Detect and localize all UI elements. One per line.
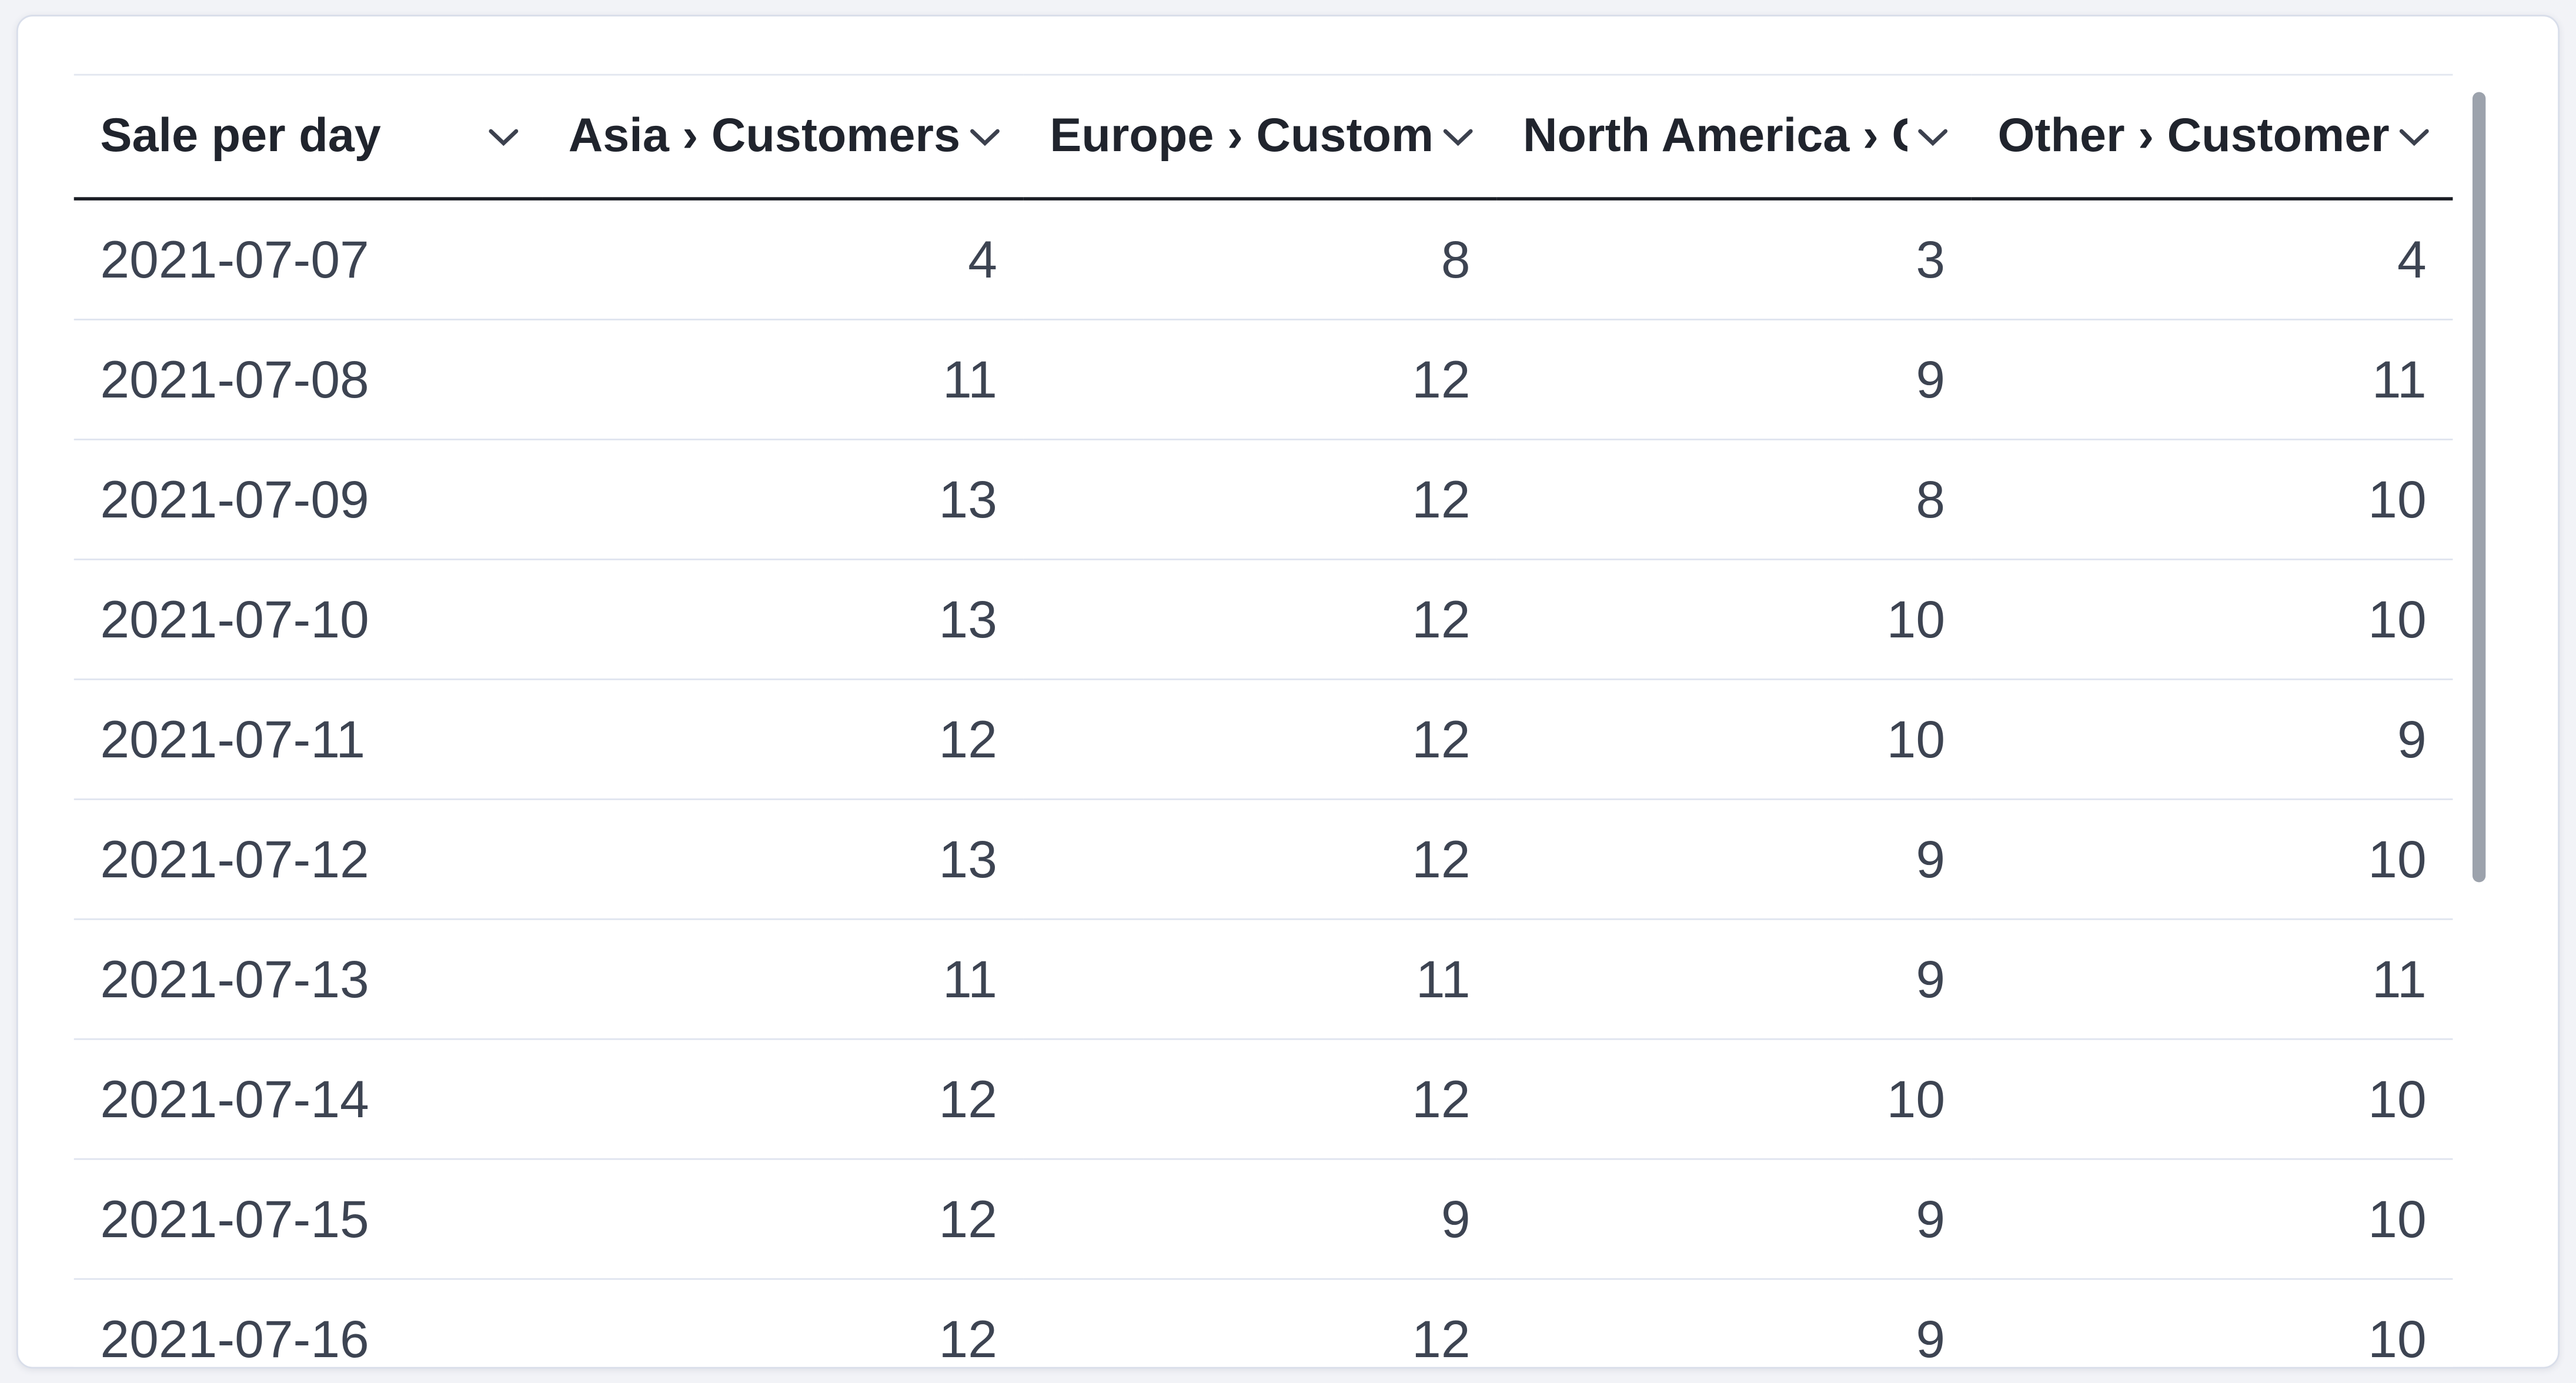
chevron-down-icon [1918,128,1948,145]
column-header-europe-customers[interactable]: Europe › Customers [1023,74,1497,201]
table-row: 2021-07-10 13 12 10 10 [73,558,2453,680]
table-cell[interactable]: 4 [542,198,1024,320]
table-cell[interactable]: 10 [1496,558,1972,680]
column-header-inner: Europe › Customers [1050,109,1474,163]
table-cell[interactable]: 12 [542,678,1024,800]
table-cell[interactable]: 2021-07-08 [73,319,543,440]
table-cell[interactable]: 9 [1496,1278,1972,1367]
table-body: 2021-07-07 4 8 3 4 2021-07-08 11 12 9 11… [73,198,2453,1367]
table-cell[interactable]: 2021-07-13 [73,918,543,1040]
table-cell[interactable]: 10 [1971,1038,2453,1160]
table-cell[interactable]: 12 [1023,558,1497,680]
table-row: 2021-07-09 13 12 8 10 [73,438,2453,560]
column-header-inner: Other › Customers [1998,109,2430,163]
chevron-down-icon [1443,128,1473,145]
table-cell[interactable]: 2021-07-11 [73,678,543,800]
column-header-asia-customers[interactable]: Asia › Customers [542,74,1024,201]
table-row: 2021-07-15 12 9 9 10 [73,1158,2453,1280]
table-cell[interactable]: 10 [1971,1158,2453,1280]
table-cell[interactable]: 11 [542,918,1024,1040]
column-header-label: North America › Customers [1523,109,1907,162]
column-header-inner: Sale per day [100,109,519,163]
table-cell[interactable]: 10 [1971,558,2453,680]
table-cell[interactable]: 10 [1971,1278,2453,1367]
table-cell[interactable]: 2021-07-15 [73,1158,543,1280]
table-cell[interactable]: 12 [542,1158,1024,1280]
column-header-inner: North America › Customers [1523,109,1949,163]
table-row: 2021-07-08 11 12 9 11 [73,319,2453,440]
table-row: 2021-07-16 12 12 9 10 [73,1278,2453,1367]
table-cell[interactable]: 13 [542,438,1024,560]
table-cell[interactable]: 2021-07-07 [73,198,543,320]
table-cell[interactable]: 12 [1023,798,1497,920]
table-cell[interactable]: 10 [1496,678,1972,800]
table-cell[interactable]: 2021-07-14 [73,1038,543,1160]
header-row: Sale per day Asia › Customers Europe › C… [73,74,2453,201]
table-cell[interactable]: 9 [1971,678,2453,800]
table-cell[interactable]: 12 [542,1278,1024,1367]
table-cell[interactable]: 4 [1971,198,2453,320]
table-row: 2021-07-12 13 12 9 10 [73,798,2453,920]
table-cell[interactable]: 11 [1971,918,2453,1040]
table-cell[interactable]: 11 [542,319,1024,440]
vertical-scrollbar-thumb[interactable] [2472,92,2486,883]
table-cell[interactable]: 13 [542,558,1024,680]
column-header-label: Other › Customers [1997,109,2389,162]
column-header-sale-per-day[interactable]: Sale per day [73,74,543,201]
table-row: 2021-07-13 11 11 9 11 [73,918,2453,1040]
table-cell[interactable]: 3 [1496,198,1972,320]
table-cell[interactable]: 10 [1971,438,2453,560]
column-header-label: Europe › Customers [1050,109,1433,162]
column-header-label: Asia › Customers [568,109,960,162]
table-cell[interactable]: 9 [1496,1158,1972,1280]
table-cell[interactable]: 12 [1023,1278,1497,1367]
table-cell[interactable]: 8 [1023,198,1497,320]
table-cell[interactable]: 2021-07-16 [73,1278,543,1367]
table-card: Sale per day Asia › Customers Europe › C… [16,15,2560,1369]
table-cell[interactable]: 12 [1023,1038,1497,1160]
table-cell[interactable]: 13 [542,798,1024,920]
table-cell[interactable]: 9 [1023,1158,1497,1280]
chevron-down-icon [970,128,1000,145]
table-cell[interactable]: 11 [1023,918,1497,1040]
table-cell[interactable]: 2021-07-10 [73,558,543,680]
table-cell[interactable]: 9 [1496,918,1972,1040]
table-cell[interactable]: 12 [1023,438,1497,560]
column-header-label: Sale per day [100,109,381,162]
table-cell[interactable]: 9 [1496,798,1972,920]
data-table: Sale per day Asia › Customers Europe › C… [73,74,2453,1367]
table-cell[interactable]: 12 [1023,678,1497,800]
table-cell[interactable]: 10 [1971,798,2453,920]
table-cell[interactable]: 10 [1496,1038,1972,1160]
table-cell[interactable]: 12 [1023,319,1497,440]
column-header-inner: Asia › Customers [569,109,1001,163]
chevron-down-icon [489,128,519,145]
table-cell[interactable]: 2021-07-12 [73,798,543,920]
chevron-down-icon [2399,128,2429,145]
table-cell[interactable]: 2021-07-09 [73,438,543,560]
table-cell[interactable]: 9 [1496,319,1972,440]
column-header-north-america-customers[interactable]: North America › Customers [1496,74,1972,201]
table-cell[interactable]: 11 [1971,319,2453,440]
table-row: 2021-07-14 12 12 10 10 [73,1038,2453,1160]
table-cell[interactable]: 12 [542,1038,1024,1160]
table-row: 2021-07-11 12 12 10 9 [73,678,2453,800]
table-cell[interactable]: 8 [1496,438,1972,560]
column-header-other-customers[interactable]: Other › Customers [1971,74,2453,201]
table-row: 2021-07-07 4 8 3 4 [73,198,2453,320]
